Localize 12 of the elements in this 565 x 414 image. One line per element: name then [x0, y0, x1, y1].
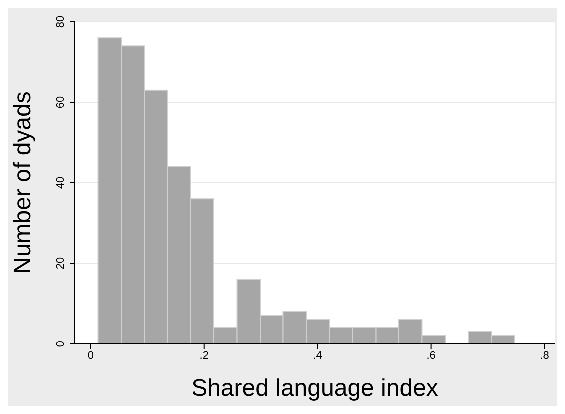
x-tick-label: .4: [313, 350, 322, 362]
x-tick-label: .6: [426, 350, 436, 362]
y-tick-label: 40: [55, 176, 67, 190]
y-tick-label: 80: [55, 16, 67, 28]
x-tick-label: .8: [540, 350, 550, 362]
x-tick-label: 0: [88, 350, 94, 362]
y-tick-label: 60: [55, 96, 67, 109]
y-axis-title: Number of dyads: [10, 92, 37, 274]
x-tick-label: .2: [200, 350, 209, 362]
x-axis-title: Shared language index: [192, 375, 438, 402]
y-tick-label: 0: [55, 340, 67, 348]
y-tick-label: 20: [55, 257, 67, 270]
